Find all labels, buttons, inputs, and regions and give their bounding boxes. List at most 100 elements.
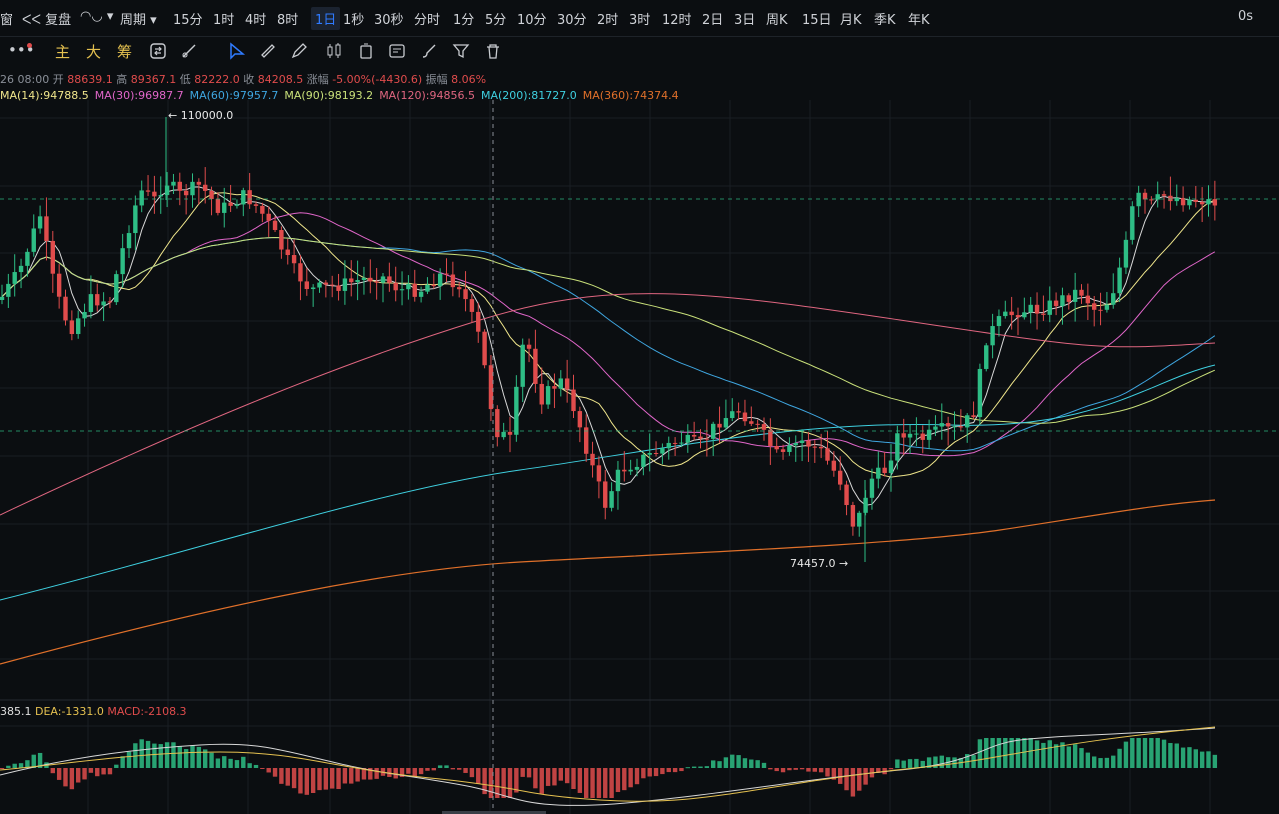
macd-bar	[838, 768, 843, 784]
macd-bar	[285, 768, 290, 786]
swap-icon[interactable]	[149, 42, 167, 60]
macd-bar	[374, 768, 379, 779]
macd-bar	[514, 768, 519, 793]
candle-body	[1168, 195, 1173, 202]
interval-9[interactable]: 5分	[485, 13, 507, 28]
macd-bar	[691, 766, 697, 768]
candle-body	[882, 467, 887, 474]
candle-body	[1079, 289, 1084, 296]
candle-body	[368, 277, 373, 282]
candle-body	[457, 287, 462, 290]
interval-3[interactable]: 8时	[277, 13, 299, 28]
macd-bar	[895, 759, 900, 768]
dea-line	[0, 726, 1216, 802]
interval-0[interactable]: 15分	[173, 13, 203, 28]
candle-body	[18, 265, 24, 273]
macd-bar	[203, 749, 208, 768]
ma-line	[1, 236, 1216, 452]
interval-10[interactable]: 10分	[517, 13, 547, 28]
macd-bar	[558, 768, 563, 781]
candle-body	[1117, 267, 1122, 294]
macd-bar	[609, 768, 614, 798]
interval-21[interactable]: 年K	[908, 13, 930, 28]
candle-body	[88, 294, 94, 312]
candle-body	[336, 285, 341, 291]
interval-18[interactable]: 15日	[802, 13, 832, 28]
candle-body	[133, 205, 138, 234]
ruler-icon[interactable]	[259, 42, 277, 60]
candle-body	[228, 202, 233, 206]
interval-12[interactable]: 2时	[597, 13, 619, 28]
candle-body	[755, 423, 760, 425]
big-order-button[interactable]: 大	[86, 43, 102, 61]
candle-body	[1123, 239, 1129, 268]
draw-line-icon[interactable]	[180, 42, 198, 60]
delete-record-icon[interactable]	[357, 42, 375, 60]
candle-body	[838, 470, 843, 485]
candle-body	[1028, 304, 1033, 313]
macd-bar	[799, 768, 805, 770]
macd-bar	[56, 768, 62, 780]
candle-body	[806, 440, 811, 447]
interval-1[interactable]: 1时	[213, 13, 235, 28]
dif-line	[0, 727, 1216, 806]
candle-body	[736, 411, 741, 413]
interval-5[interactable]: 1秒	[343, 13, 365, 28]
price-chart[interactable]: ← 110000.0 74457.0 →	[0, 66, 1279, 814]
macd-bar	[215, 758, 221, 768]
interval-20[interactable]: 季K	[874, 13, 896, 28]
interval-8[interactable]: 1分	[453, 13, 475, 28]
macd-bar	[711, 760, 716, 768]
interval-15[interactable]: 2日	[702, 13, 724, 28]
candle-icon[interactable]	[325, 42, 343, 60]
macd-bar	[1066, 746, 1071, 768]
main-indicator-button[interactable]: 主	[55, 43, 71, 61]
interval-14[interactable]: 12时	[662, 13, 692, 28]
macd-bar	[603, 768, 608, 798]
chips-button[interactable]: 筹	[117, 43, 133, 61]
interval-16[interactable]: 3日	[734, 13, 756, 28]
interval-6[interactable]: 30秒	[374, 13, 404, 28]
window-label[interactable]: 窗	[0, 13, 14, 28]
ma-line	[1, 192, 1215, 478]
pen-icon[interactable]	[290, 42, 308, 60]
candle-body	[603, 481, 608, 508]
candle-body	[25, 251, 30, 266]
note-icon[interactable]	[388, 42, 406, 60]
candle-body	[222, 202, 227, 213]
candle-body	[1161, 194, 1167, 196]
candle-body	[660, 448, 665, 454]
candle-body	[1015, 315, 1021, 318]
macd-bar	[1168, 743, 1173, 768]
interval-19[interactable]: 月K	[840, 13, 862, 28]
interval-2[interactable]: 4时	[245, 13, 267, 28]
interval-17[interactable]: 周K	[766, 13, 788, 28]
macd-bar	[260, 768, 265, 769]
ma-line	[1, 186, 1215, 506]
cursor-icon[interactable]	[228, 42, 246, 60]
brush-icon[interactable]	[420, 42, 438, 60]
ma-line	[0, 293, 1216, 516]
macd-bar	[1009, 738, 1014, 768]
replay-button[interactable]: ᐸᐸ 复盘	[22, 13, 72, 28]
macd-bar	[291, 768, 297, 789]
macd-bar	[1212, 754, 1218, 768]
macd-bar	[349, 768, 354, 784]
indicator-button[interactable]: ◠◡ ▾	[80, 9, 113, 24]
macd-bar	[876, 768, 881, 773]
filter-icon[interactable]	[452, 42, 470, 60]
candle-body	[558, 378, 563, 389]
interval-7[interactable]: 分时	[414, 13, 441, 28]
period-dropdown[interactable]: 周期 ▾	[120, 13, 157, 28]
interval-13[interactable]: 3时	[629, 13, 651, 28]
chart-toolbar: ••• 主 大 筹	[0, 36, 1279, 66]
macd-bar	[1060, 742, 1065, 768]
candle-body	[399, 289, 405, 291]
interval-11[interactable]: 30分	[557, 13, 587, 28]
scrollbar[interactable]	[442, 811, 546, 814]
interval-4[interactable]: 1日	[311, 7, 341, 30]
macd-bar	[88, 768, 94, 773]
candle-body	[939, 423, 944, 427]
trash-icon[interactable]	[484, 42, 502, 60]
candle-body	[958, 426, 964, 428]
